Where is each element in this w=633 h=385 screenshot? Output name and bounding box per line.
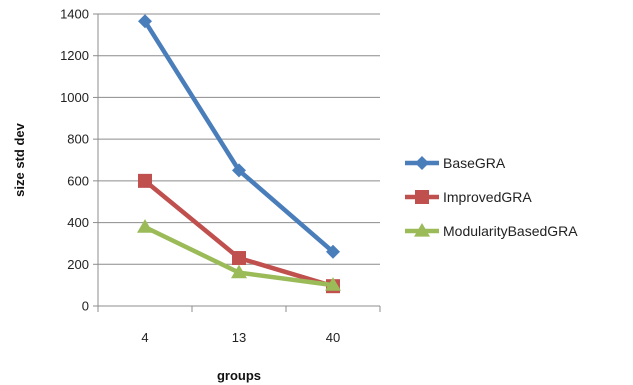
x-tick-labels: 4 13 40 xyxy=(141,330,340,345)
x-tick-label: 13 xyxy=(232,330,246,345)
y-tick-label: 1400 xyxy=(60,7,89,22)
y-tick-label: 0 xyxy=(82,299,89,314)
y-tick-label: 400 xyxy=(67,215,89,230)
legend-item: ImprovedGRA xyxy=(405,189,532,205)
y-tick-label: 600 xyxy=(67,173,89,188)
legend-swatch-marker xyxy=(414,223,430,237)
data-point xyxy=(325,277,341,291)
data-point xyxy=(138,173,152,188)
data-point xyxy=(138,14,152,29)
y-tick-labels: 0 200 400 600 800 1000 1200 1400 xyxy=(60,7,89,314)
data-point xyxy=(137,219,153,233)
legend-label: ImprovedGRA xyxy=(443,189,532,205)
series-layer xyxy=(137,14,341,294)
series-ModularityBasedGRA xyxy=(137,219,341,291)
y-tick-label: 200 xyxy=(67,257,89,272)
data-point xyxy=(231,264,247,279)
y-tick-label: 800 xyxy=(67,132,89,147)
series-BaseGRA xyxy=(138,14,340,259)
x-tick-label: 40 xyxy=(326,330,340,345)
data-point xyxy=(232,251,246,266)
y-tick-label: 1200 xyxy=(60,48,89,63)
legend-label: ModularityBasedGRA xyxy=(443,223,578,239)
legend: BaseGRA ImprovedGRA ModularityBasedGRA xyxy=(405,155,578,239)
data-point xyxy=(232,163,246,178)
legend-item: ModularityBasedGRA xyxy=(405,223,578,239)
legend-swatch-marker xyxy=(415,156,429,170)
axes xyxy=(93,13,381,312)
x-tick-label: 4 xyxy=(141,330,148,345)
legend-label: BaseGRA xyxy=(443,155,506,171)
y-axis-label: size std dev xyxy=(12,122,27,196)
legend-item: BaseGRA xyxy=(405,155,506,171)
gridlines xyxy=(98,13,380,265)
legend-swatch-marker xyxy=(415,190,429,204)
y-tick-label: 1000 xyxy=(60,90,89,105)
x-axis-label: groups xyxy=(217,368,261,383)
data-point xyxy=(326,244,340,259)
